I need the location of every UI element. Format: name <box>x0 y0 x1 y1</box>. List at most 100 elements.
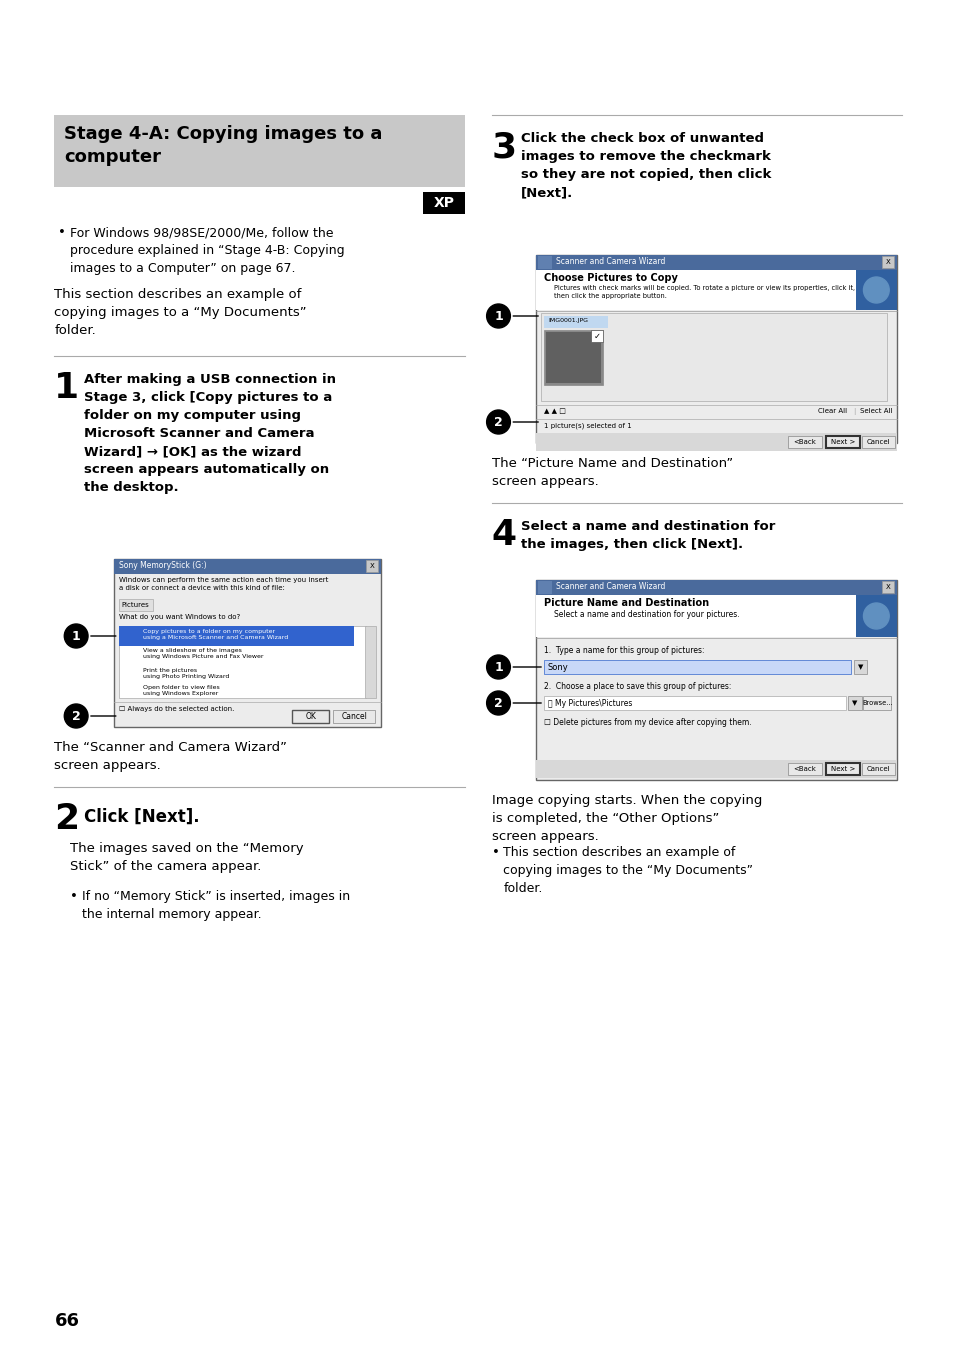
FancyBboxPatch shape <box>862 436 894 448</box>
Text: Image copying starts. When the copying
is completed, the “Other Options”
screen : Image copying starts. When the copying i… <box>491 794 761 843</box>
FancyBboxPatch shape <box>543 660 850 674</box>
Text: 2: 2 <box>54 802 79 836</box>
Text: ▼: ▼ <box>851 700 857 706</box>
Text: Scanner and Camera Wizard: Scanner and Camera Wizard <box>556 256 664 266</box>
FancyBboxPatch shape <box>537 256 552 269</box>
Text: If no “Memory Stick” is inserted, images in
the internal memory appear.: If no “Memory Stick” is inserted, images… <box>82 890 350 920</box>
Text: What do you want Windows to do?: What do you want Windows to do? <box>118 613 240 620</box>
Text: Pictures: Pictures <box>121 603 150 608</box>
Text: Next >: Next > <box>830 765 854 772</box>
Text: <Back: <Back <box>793 765 816 772</box>
FancyBboxPatch shape <box>537 581 552 594</box>
Text: 1.  Type a name for this group of pictures:: 1. Type a name for this group of picture… <box>543 646 703 655</box>
FancyBboxPatch shape <box>292 710 329 723</box>
FancyBboxPatch shape <box>54 115 464 187</box>
FancyBboxPatch shape <box>882 256 893 267</box>
FancyBboxPatch shape <box>825 436 859 448</box>
FancyBboxPatch shape <box>543 696 844 710</box>
Text: X: X <box>885 259 890 265</box>
Text: The “Scanner and Camera Wizard”
screen appears.: The “Scanner and Camera Wizard” screen a… <box>54 741 287 772</box>
Text: •: • <box>71 890 78 902</box>
FancyBboxPatch shape <box>118 598 153 611</box>
Text: Cancel: Cancel <box>866 440 890 445</box>
Text: 3: 3 <box>491 130 517 164</box>
Text: Click the check box of unwanted
images to remove the checkmark
so they are not c: Click the check box of unwanted images t… <box>520 132 771 199</box>
FancyBboxPatch shape <box>113 559 380 574</box>
Text: IMG0001.JPG: IMG0001.JPG <box>547 318 587 323</box>
FancyBboxPatch shape <box>536 433 896 451</box>
Text: X: X <box>885 584 890 590</box>
Text: 1: 1 <box>71 630 80 642</box>
Text: Cancel: Cancel <box>341 711 367 721</box>
FancyBboxPatch shape <box>862 763 894 775</box>
Text: This section describes an example of
copying images to a “My Documents”
folder.: This section describes an example of cop… <box>54 288 307 337</box>
Text: •: • <box>58 227 66 239</box>
Text: Click [Next].: Click [Next]. <box>84 807 199 826</box>
Text: ▲ ▲ □: ▲ ▲ □ <box>543 408 565 414</box>
FancyBboxPatch shape <box>855 594 896 636</box>
Text: For Windows 98/98SE/2000/Me, follow the
procedure explained in “Stage 4-B: Copyi: For Windows 98/98SE/2000/Me, follow the … <box>71 227 344 275</box>
FancyBboxPatch shape <box>787 436 821 448</box>
FancyBboxPatch shape <box>862 696 890 710</box>
FancyBboxPatch shape <box>365 626 375 697</box>
Text: ☐ Delete pictures from my device after copying them.: ☐ Delete pictures from my device after c… <box>543 718 751 727</box>
Text: Scanner and Camera Wizard: Scanner and Camera Wizard <box>556 582 664 592</box>
Text: This section describes an example of
copying images to the “My Documents”
folder: This section describes an example of cop… <box>503 845 753 896</box>
FancyBboxPatch shape <box>825 763 859 775</box>
Text: XP: XP <box>434 195 455 210</box>
FancyBboxPatch shape <box>423 191 464 214</box>
Text: ✓: ✓ <box>594 331 600 341</box>
Text: Windows can perform the same action each time you insert
a disk or connect a dev: Windows can perform the same action each… <box>118 577 328 590</box>
Text: 📁 My Pictures\Pictures: 📁 My Pictures\Pictures <box>547 699 632 707</box>
FancyBboxPatch shape <box>536 760 896 778</box>
Text: 2.  Choose a place to save this group of pictures:: 2. Choose a place to save this group of … <box>543 683 731 691</box>
Text: X: X <box>369 563 374 569</box>
FancyBboxPatch shape <box>536 255 896 270</box>
FancyBboxPatch shape <box>825 436 859 448</box>
FancyBboxPatch shape <box>847 696 861 710</box>
Text: Picture Name and Destination: Picture Name and Destination <box>543 598 708 608</box>
Text: 1: 1 <box>54 370 79 404</box>
Text: The “Picture Name and Destination”
screen appears.: The “Picture Name and Destination” scree… <box>491 457 732 489</box>
Text: Select All: Select All <box>859 408 891 414</box>
Text: •: • <box>491 845 499 859</box>
Text: ☐ Always do the selected action.: ☐ Always do the selected action. <box>118 706 233 712</box>
Text: Sony MemoryStick (G:): Sony MemoryStick (G:) <box>118 560 206 570</box>
Text: 2: 2 <box>494 696 502 710</box>
FancyBboxPatch shape <box>366 560 377 573</box>
FancyBboxPatch shape <box>536 579 896 594</box>
Text: Next >: Next > <box>830 440 854 445</box>
FancyBboxPatch shape <box>119 627 137 645</box>
Text: 4: 4 <box>491 518 517 552</box>
FancyBboxPatch shape <box>536 255 896 442</box>
FancyBboxPatch shape <box>540 313 886 402</box>
FancyBboxPatch shape <box>543 330 602 385</box>
FancyBboxPatch shape <box>536 594 896 636</box>
Text: Clear All: Clear All <box>817 408 846 414</box>
FancyBboxPatch shape <box>543 316 608 328</box>
Text: Pictures with check marks will be copied. To rotate a picture or view its proper: Pictures with check marks will be copied… <box>554 285 869 299</box>
Text: Select a name and destination for
the images, then click [Next].: Select a name and destination for the im… <box>520 520 775 551</box>
Text: Select a name and destination for your pictures.: Select a name and destination for your p… <box>554 611 739 619</box>
Circle shape <box>486 655 510 678</box>
Text: 2: 2 <box>494 415 502 429</box>
Text: 1: 1 <box>494 661 502 673</box>
Text: Cancel: Cancel <box>866 765 890 772</box>
Text: Print the pictures
using Photo Printing Wizard: Print the pictures using Photo Printing … <box>143 668 230 680</box>
Text: OK: OK <box>305 711 315 721</box>
FancyBboxPatch shape <box>591 330 602 342</box>
Text: <Back: <Back <box>793 440 816 445</box>
Text: 1: 1 <box>494 309 502 323</box>
FancyBboxPatch shape <box>118 626 354 646</box>
Text: Sony: Sony <box>547 662 568 672</box>
Text: The images saved on the “Memory
Stick” of the camera appear.: The images saved on the “Memory Stick” o… <box>71 841 304 873</box>
FancyBboxPatch shape <box>825 763 859 775</box>
FancyBboxPatch shape <box>118 626 366 697</box>
Text: ▼: ▼ <box>857 664 862 670</box>
Text: 2: 2 <box>71 710 80 722</box>
Circle shape <box>486 304 510 328</box>
Circle shape <box>64 624 88 649</box>
Text: Open folder to view files
using Windows Explorer: Open folder to view files using Windows … <box>143 685 220 696</box>
Text: Next >: Next > <box>830 440 854 445</box>
Circle shape <box>64 704 88 727</box>
